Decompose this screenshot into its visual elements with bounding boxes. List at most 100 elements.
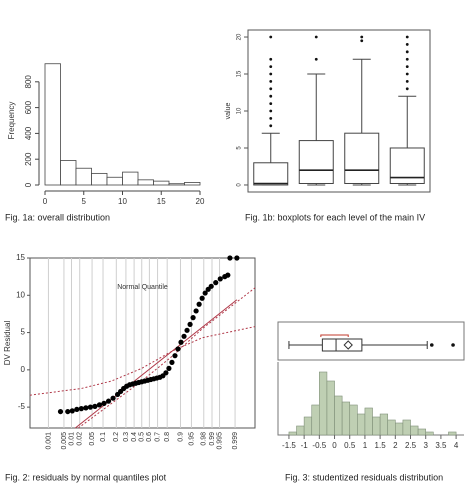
x-tick-label: 20 — [196, 197, 205, 206]
y-tick-label: 200 — [24, 152, 33, 166]
x-tick-label: 1 — [363, 441, 368, 450]
x-tick-label: 10 — [118, 197, 127, 206]
bar — [326, 380, 335, 436]
bar — [417, 428, 427, 436]
frame — [277, 321, 465, 361]
outlier — [405, 50, 409, 54]
bar — [341, 401, 351, 436]
y-tick-label: 0 — [24, 182, 33, 187]
point — [78, 406, 84, 412]
shortest-half — [320, 334, 349, 337]
point — [199, 295, 205, 301]
outlier — [269, 35, 273, 39]
point — [196, 301, 202, 307]
outlier — [269, 102, 273, 106]
caption: Fig. 1a: overall distribution — [5, 212, 110, 222]
x-tick-label: 0.6 — [146, 432, 153, 442]
reference-line — [74, 299, 238, 429]
bar — [288, 431, 297, 436]
bar — [387, 419, 396, 436]
bar — [153, 180, 170, 186]
outlier — [314, 57, 318, 61]
y-tick-label: 5 — [21, 328, 26, 337]
x-tick-label: 15 — [157, 197, 166, 206]
outlier — [269, 109, 273, 113]
point — [110, 395, 116, 401]
box — [298, 140, 334, 184]
bar — [395, 422, 404, 436]
outlier — [269, 72, 273, 76]
bar — [364, 407, 373, 436]
x-tick-label: 0.5 — [344, 441, 356, 450]
y-tick-label: 400 — [24, 126, 33, 140]
y-tick-label: 0 — [21, 365, 26, 374]
bar — [137, 179, 154, 186]
x-tick-label: 0.1 — [100, 432, 107, 442]
x-tick-label: 0.999 — [232, 432, 239, 450]
x-tick-label: 0.001 — [45, 432, 52, 450]
x-axis-label: Normal Quantile — [117, 284, 168, 291]
point — [175, 346, 181, 352]
outlier — [405, 72, 409, 76]
point — [217, 276, 223, 282]
y-tick-label: 10 — [237, 107, 243, 114]
frame — [29, 257, 256, 429]
outlier — [269, 116, 273, 120]
point — [213, 280, 219, 286]
x-tick-label: 0.005 — [61, 432, 68, 450]
x-tick-label: 0.3 — [123, 432, 130, 442]
box — [321, 338, 363, 352]
caption: Fig. 3: studentized residuals distributi… — [285, 472, 443, 482]
reference-line — [78, 287, 256, 429]
outlier — [429, 343, 434, 347]
point — [96, 402, 103, 408]
y-tick-label: -5 — [18, 402, 26, 411]
outlier — [405, 80, 409, 83]
y-tick-label: 15 — [237, 70, 243, 77]
x-tick-label: 0.8 — [164, 432, 171, 442]
box — [344, 132, 380, 184]
point — [181, 333, 187, 339]
x-tick-label: 0.01 — [68, 432, 75, 446]
x-tick-label: 0.5 — [139, 432, 146, 442]
x-tick-label: 0.7 — [154, 432, 161, 442]
y-tick-label: 800 — [24, 75, 33, 89]
x-tick-label: 2 — [393, 441, 398, 450]
point — [225, 272, 231, 278]
outlier — [269, 65, 273, 69]
outlier — [405, 65, 409, 69]
outlier — [405, 43, 409, 46]
y-axis-label: value — [225, 103, 232, 120]
x-tick-label: 0 — [332, 441, 337, 450]
bar — [168, 183, 185, 186]
point — [166, 365, 172, 371]
x-tick-label: 0.99 — [209, 432, 216, 446]
outlier — [269, 124, 273, 128]
bar — [296, 425, 305, 436]
outlier — [360, 35, 364, 39]
x-tick-label: 0.9 — [177, 432, 184, 442]
box — [253, 162, 289, 186]
point — [169, 359, 175, 365]
point — [57, 408, 64, 415]
y-tick-label: 5 — [237, 146, 243, 150]
point — [87, 404, 94, 410]
bar — [349, 404, 358, 436]
point — [234, 255, 240, 261]
x-tick-label: 0.05 — [89, 432, 96, 446]
bar — [448, 431, 457, 436]
outlier — [360, 39, 364, 43]
point — [92, 403, 98, 409]
bar — [357, 413, 366, 436]
outlier — [269, 80, 273, 83]
x-tick-label: 5 — [82, 197, 87, 206]
point — [193, 308, 199, 314]
x-tick-label: 0.2 — [113, 432, 120, 442]
point — [184, 327, 190, 333]
bar — [319, 371, 328, 436]
point — [227, 255, 233, 261]
bar — [379, 413, 389, 436]
point — [83, 405, 89, 411]
x-tick-label: 0.4 — [131, 432, 138, 442]
bar — [75, 167, 92, 186]
